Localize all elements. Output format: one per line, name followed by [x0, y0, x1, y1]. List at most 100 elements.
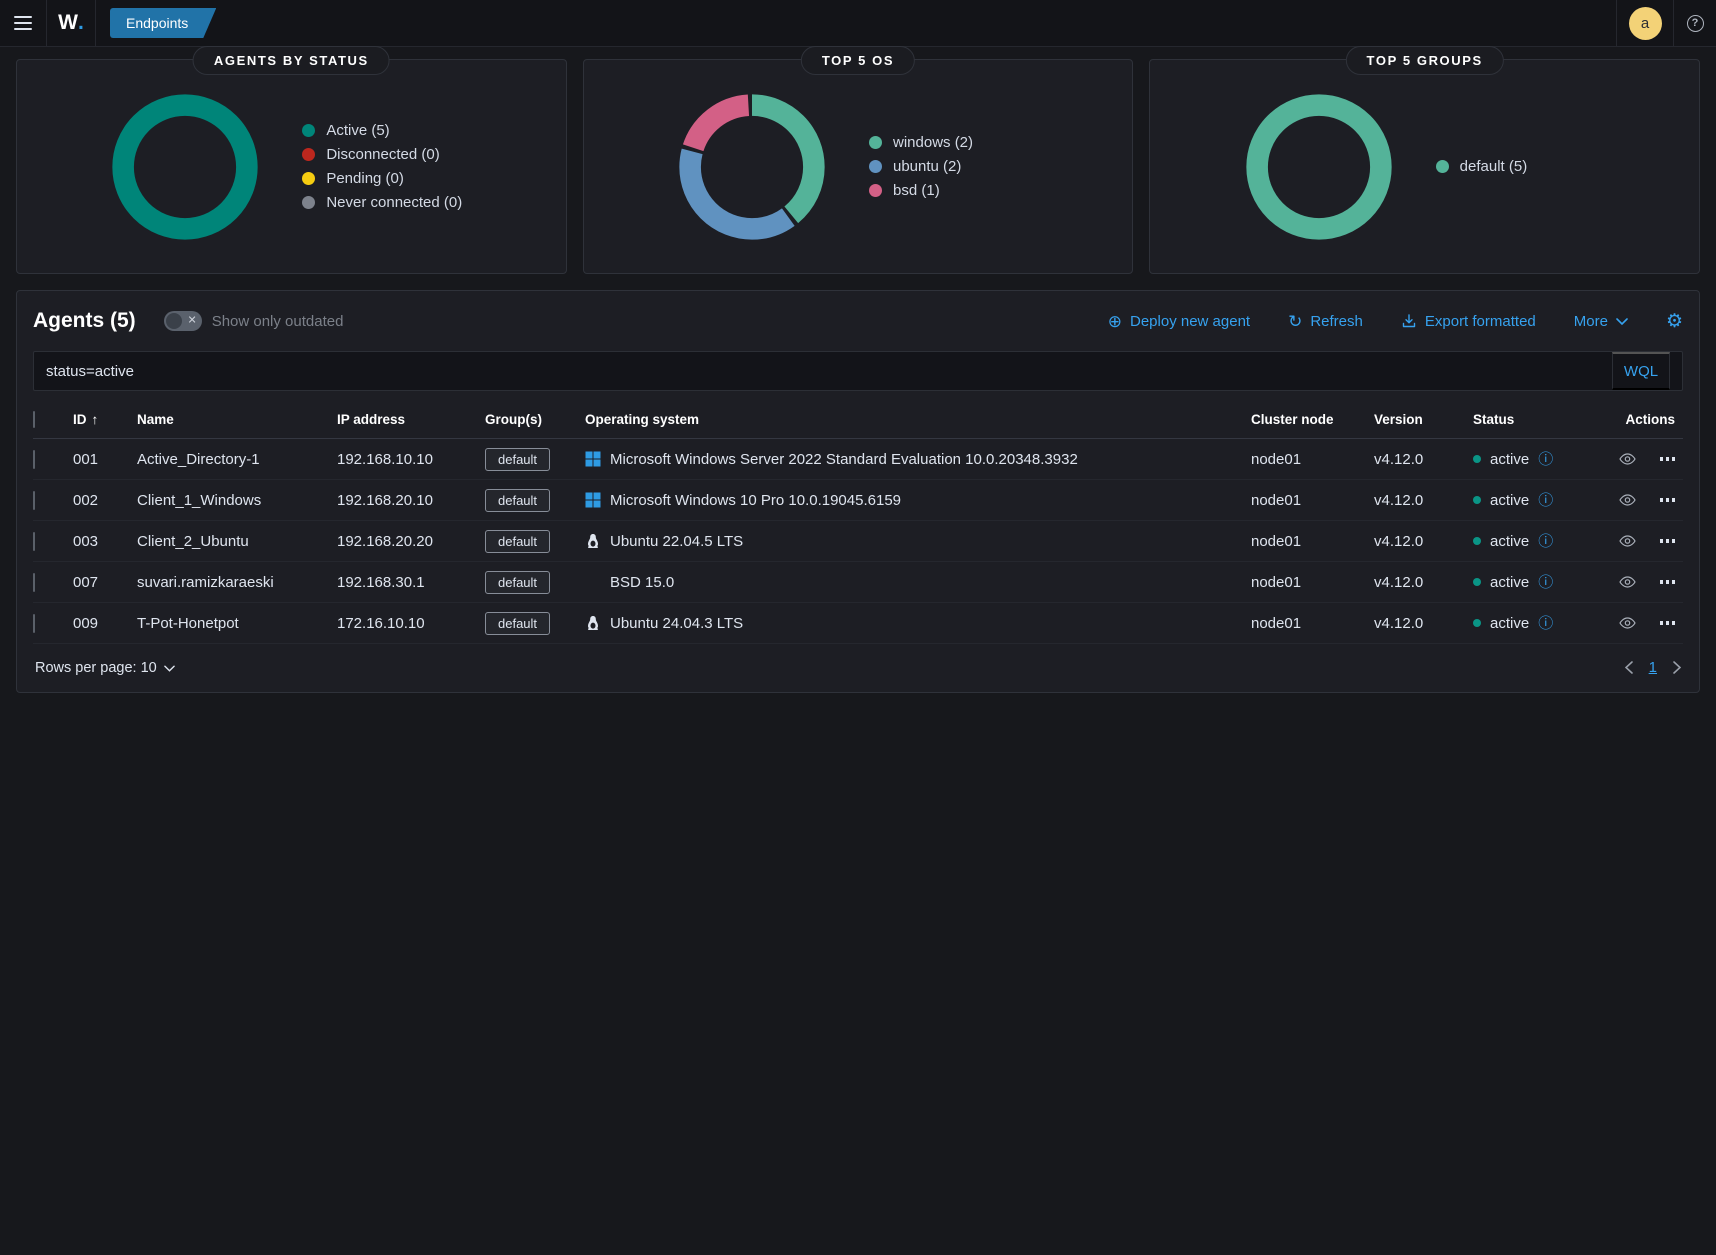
view-agent-eye-icon[interactable] [1618, 494, 1636, 506]
row-checkbox[interactable] [33, 531, 35, 551]
export-formatted-button[interactable]: Export formatted [1401, 313, 1536, 330]
agent-name-link[interactable]: Active_Directory-1 [137, 450, 260, 468]
group-badge[interactable]: default [485, 611, 551, 635]
group-badge[interactable]: default [485, 570, 551, 594]
charts-row: AGENTS BY STATUS Active (5) Disconnected … [16, 46, 1701, 274]
top5-groups-panel: TOP 5 GROUPS default (5) [1149, 46, 1701, 274]
previous-page-icon[interactable] [1624, 661, 1633, 674]
user-avatar[interactable]: a [1628, 6, 1662, 40]
legend-item[interactable]: bsd (1) [869, 182, 1039, 199]
column-header-version[interactable]: Version [1374, 412, 1423, 427]
agent-os: Ubuntu 22.04.5 LTS [585, 533, 1251, 550]
windows-icon [585, 492, 601, 508]
help-icon[interactable]: ? [1686, 14, 1704, 32]
legend-item[interactable]: Active (5) [302, 122, 472, 139]
group-badge[interactable]: default [485, 488, 551, 512]
column-header-name[interactable]: Name [137, 412, 174, 427]
top5-os-donut[interactable] [677, 92, 827, 242]
legend-item[interactable]: windows (2) [869, 134, 1039, 151]
group-badge[interactable]: default [485, 529, 551, 553]
search-bar: WQL [33, 351, 1683, 391]
group-badge[interactable]: default [485, 447, 551, 471]
search-input[interactable] [34, 352, 1612, 390]
agent-id: 003 [73, 532, 99, 550]
status-text: active [1490, 614, 1530, 632]
row-actions [1589, 535, 1683, 547]
table-header-row: ID ↑ Name IP address Group(s) Operating syste… [33, 401, 1683, 439]
linux-icon [588, 534, 598, 548]
agent-os: Microsoft Windows Server 2022 Standard E… [585, 451, 1251, 468]
wql-button[interactable]: WQL [1612, 352, 1670, 390]
legend-item[interactable]: Pending (0) [302, 170, 472, 187]
cluster-node: node01 [1251, 450, 1302, 468]
agent-ip: 192.168.20.20 [337, 532, 433, 550]
column-header-ip-address[interactable]: IP address [337, 412, 406, 427]
agent-name-link[interactable]: Client_2_Ubuntu [137, 532, 249, 550]
view-agent-eye-icon[interactable] [1618, 535, 1636, 547]
legend-item[interactable]: Disconnected (0) [302, 146, 472, 163]
more-actions-icon[interactable] [1659, 580, 1675, 584]
export-icon [1401, 313, 1417, 329]
info-icon[interactable]: ⓘ [1538, 573, 1554, 591]
status-dot [1473, 455, 1481, 463]
column-header-cluster-node[interactable]: Cluster node [1251, 412, 1334, 427]
next-page-icon[interactable] [1673, 661, 1681, 674]
more-actions-icon[interactable] [1659, 539, 1675, 543]
column-header-status[interactable]: Status [1473, 412, 1515, 427]
row-checkbox[interactable] [33, 613, 35, 633]
cluster-node: node01 [1251, 573, 1302, 591]
legend-item[interactable]: ubuntu (2) [869, 158, 1039, 175]
column-header-operating-system[interactable]: Operating system [585, 412, 700, 427]
gear-icon[interactable]: ⚙ [1665, 310, 1683, 332]
logo-dot: . [77, 11, 84, 34]
agent-version: v4.12.0 [1374, 450, 1424, 468]
deploy-new-agent-button[interactable]: ⊕ Deploy new agent [1107, 311, 1251, 331]
show-only-outdated-toggle[interactable]: ✕ [163, 311, 202, 331]
select-all-checkbox[interactable] [33, 411, 35, 428]
agents-title: Agents (5) [33, 309, 136, 332]
column-header-id[interactable]: ID ↑ [73, 412, 99, 427]
view-agent-eye-icon[interactable] [1618, 453, 1636, 465]
menu-icon[interactable] [0, 0, 46, 46]
agent-name-link[interactable]: suvari.ramizkaraeski [137, 573, 274, 591]
more-actions-icon[interactable] [1659, 457, 1675, 461]
app-logo[interactable]: W. [47, 0, 95, 46]
toggle-knob [165, 313, 182, 329]
refresh-button[interactable]: ↻ Refresh [1288, 311, 1363, 331]
agent-name-link[interactable]: Client_1_Windows [137, 491, 262, 509]
column-header-group-s-[interactable]: Group(s) [485, 412, 542, 427]
logo-letter: W [58, 11, 78, 34]
legend-label: Pending (0) [326, 170, 404, 187]
agents-by-status-donut[interactable] [110, 92, 260, 242]
info-icon[interactable]: ⓘ [1538, 532, 1554, 550]
legend-item[interactable]: default (5) [1435, 158, 1606, 175]
agent-version: v4.12.0 [1374, 614, 1424, 632]
row-checkbox[interactable] [33, 490, 35, 510]
agent-id: 007 [73, 573, 99, 591]
legend-item[interactable]: Never connected (0) [302, 194, 472, 211]
page-number-1[interactable]: 1 [1648, 659, 1657, 676]
legend-swatch [302, 196, 316, 209]
os-text: BSD 15.0 [610, 573, 675, 591]
table-row: 001 Active_Directory-1 192.168.10.10 defaul… [33, 439, 1683, 480]
column-header-actions[interactable]: Actions [1625, 412, 1675, 427]
more-button[interactable]: More [1574, 313, 1628, 330]
row-checkbox[interactable] [33, 449, 35, 469]
agent-version: v4.12.0 [1374, 532, 1424, 550]
more-actions-icon[interactable] [1659, 621, 1675, 625]
rows-per-page-selector[interactable]: Rows per page: 10 [35, 660, 175, 676]
info-icon[interactable]: ⓘ [1538, 450, 1554, 468]
view-agent-eye-icon[interactable] [1618, 617, 1636, 629]
agent-status: active ⓘ [1473, 574, 1589, 591]
legend-swatch [869, 160, 882, 173]
agent-name-link[interactable]: T-Pot-Honetpot [137, 614, 239, 632]
top5-groups-donut[interactable] [1244, 92, 1394, 242]
info-icon[interactable]: ⓘ [1538, 614, 1554, 632]
breadcrumb-endpoints[interactable]: Endpoints [110, 8, 216, 38]
chevron-down-icon [163, 660, 175, 676]
view-agent-eye-icon[interactable] [1618, 576, 1636, 588]
info-icon[interactable]: ⓘ [1538, 491, 1554, 509]
more-actions-icon[interactable] [1659, 498, 1675, 502]
row-checkbox[interactable] [33, 572, 35, 592]
agent-ip: 192.168.30.1 [337, 573, 425, 591]
